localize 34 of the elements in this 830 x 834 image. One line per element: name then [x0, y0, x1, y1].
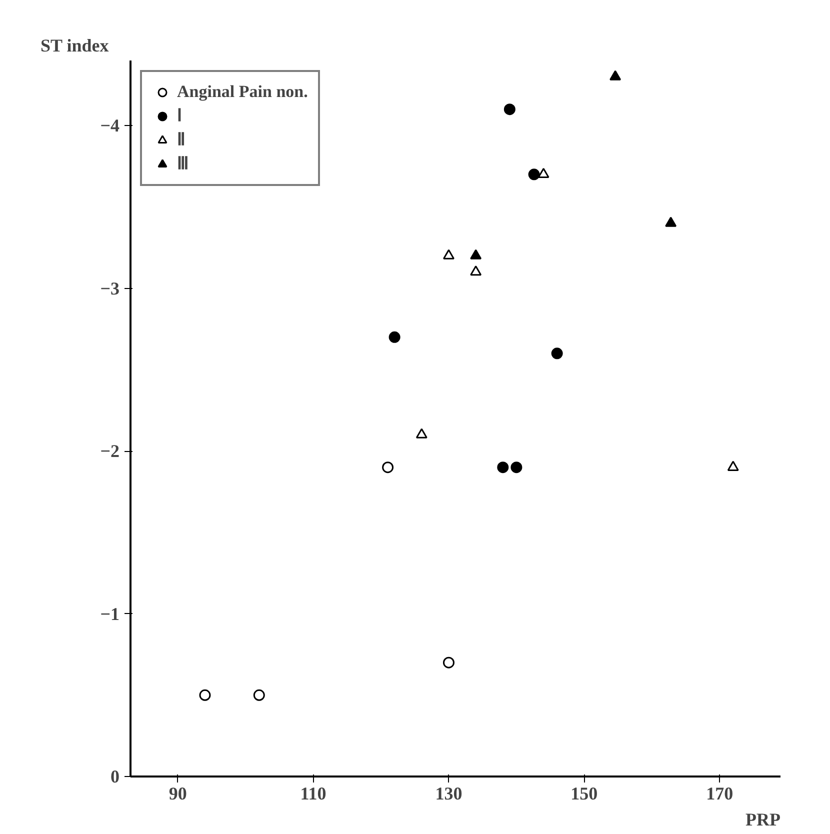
x-tick-label: 170 — [706, 784, 734, 804]
legend-label: Ⅱ — [177, 129, 186, 150]
point — [665, 216, 677, 227]
point — [538, 168, 550, 178]
point — [470, 266, 482, 276]
point — [382, 462, 394, 474]
legend-label: Anginal Pain non. — [177, 82, 308, 102]
point — [610, 70, 622, 80]
y-tick-label: −4 — [100, 116, 120, 136]
point — [470, 249, 482, 260]
y-axis-title: ST index — [40, 36, 109, 56]
point — [416, 428, 428, 438]
legend-label: Ⅲ — [177, 153, 190, 174]
point — [199, 689, 211, 701]
point — [253, 689, 265, 701]
y-tick-label: 0 — [110, 766, 120, 786]
point — [442, 249, 454, 260]
x-axis-title: PRP — [746, 810, 781, 830]
point — [551, 348, 563, 360]
y-tick-label: −1 — [100, 604, 120, 624]
point — [510, 462, 522, 474]
y-tick-label: −3 — [100, 278, 120, 298]
legend-label: Ⅰ — [177, 105, 183, 126]
point — [727, 460, 739, 471]
point — [528, 168, 540, 180]
point — [442, 656, 454, 668]
point — [497, 462, 509, 474]
point — [388, 331, 400, 343]
x-tick-label: 110 — [300, 784, 326, 804]
x-tick-label: 150 — [570, 784, 598, 804]
y-tick-label: −2 — [100, 441, 120, 462]
x-tick-label: 90 — [168, 784, 187, 804]
x-tick-label: 130 — [435, 784, 462, 804]
point — [504, 104, 516, 116]
